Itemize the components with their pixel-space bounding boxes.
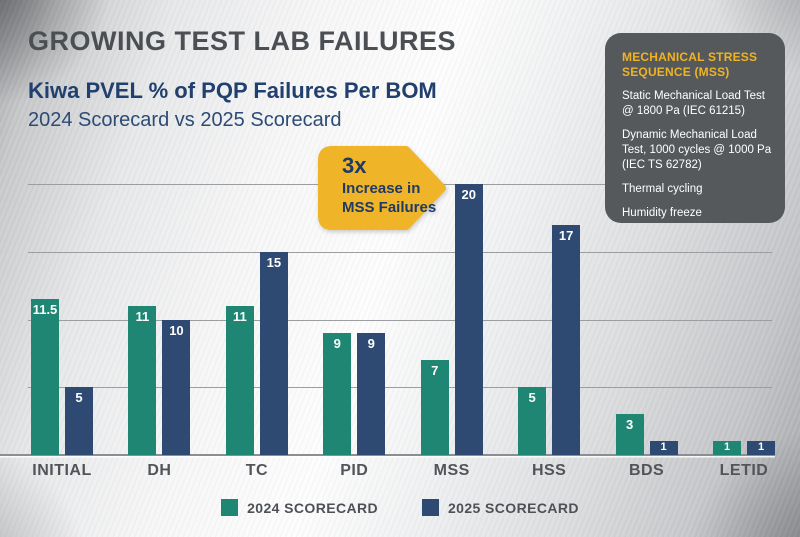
legend-label-2025: 2025 SCORECARD [448, 499, 579, 516]
bar-value-label: 11 [135, 308, 150, 324]
bar-value-label: 1 [723, 441, 731, 454]
bar-2024-bds: 3 [615, 414, 644, 455]
x-axis-label-pid: PID [340, 462, 369, 479]
page-title: GROWING TEST LAB FAILURES [28, 26, 456, 56]
bar-value-label: 7 [431, 363, 439, 379]
bar-value-label: 1 [757, 441, 765, 454]
bar-2025-pid: 9 [357, 333, 386, 455]
bar-2024-dh: 11 [128, 305, 157, 455]
x-axis-label-initial: INITIAL [32, 462, 92, 479]
gridline-10 [28, 319, 772, 321]
bar-2024-hss: 5 [518, 387, 547, 455]
bar-2025-mss: 20 [454, 184, 483, 455]
mss-info-item-dynamic-load: Dynamic Mechanical Load Test, 1000 cycle… [622, 129, 772, 171]
bar-2024-mss: 7 [420, 360, 449, 455]
bar-value-label: 1 [660, 441, 667, 454]
bar-value-label: 20 [461, 187, 476, 202]
x-axis-label-letid: LETID [719, 462, 769, 479]
bar-value-label: 5 [75, 390, 83, 406]
chart-legend: 2024 SCORECARD 2025 SCORECARD [0, 499, 800, 516]
bar-2025-hss: 17 [552, 224, 581, 455]
mss-info-box: MECHANICAL STRESS SEQUENCE (MSS) Static … [605, 33, 785, 223]
callout-text: 3x Increase in MSS Failures [342, 153, 436, 217]
callout-headline: 3x [342, 153, 367, 178]
legend-label-2024: 2024 SCORECARD [247, 499, 378, 516]
bar-value-label: 9 [333, 336, 341, 352]
mss-info-item-humidity-freeze: Humidity freeze [622, 207, 702, 219]
mss-info-item-static-load: Static Mechanical Load Test @ 1800 Pa (I… [622, 90, 765, 117]
gridline-5 [28, 387, 772, 389]
bar-2024-letid: 1 [713, 441, 741, 455]
legend-item-2024: 2024 SCORECARD [221, 499, 378, 516]
bar-value-label: 10 [169, 322, 184, 338]
chart-title: Kiwa PVEL % of PQP Failures Per BOM [28, 78, 437, 103]
header: GROWING TEST LAB FAILURES Kiwa PVEL % of… [28, 26, 456, 132]
legend-swatch-2024 [221, 499, 239, 516]
bar-2024-tc: 11 [225, 305, 254, 455]
legend-swatch-2025 [422, 499, 439, 516]
mss-info-heading: MECHANICAL STRESS SEQUENCE (MSS) [622, 50, 758, 79]
bar-value-label: 3 [625, 417, 634, 433]
bar-value-label: 17 [558, 227, 574, 243]
mss-info-item-thermal-cycling: Thermal cycling [622, 183, 703, 195]
callout-3x-increase: 3x Increase in MSS Failures [318, 146, 446, 230]
x-axis-label-hss: HSS [531, 462, 567, 479]
bar-value-label: 11.5 [32, 302, 58, 318]
chart-subtitle: 2024 Scorecard vs 2025 Scorecard [28, 109, 342, 131]
bar-2025-tc: 15 [259, 251, 288, 455]
gridline-15 [28, 251, 772, 253]
callout-line-2: MSS Failures [342, 199, 437, 216]
bar-2024-pid: 9 [323, 333, 352, 455]
bar-value-label: 11 [232, 308, 247, 324]
legend-item-2025: 2025 SCORECARD [422, 499, 579, 516]
bar-2024-initial: 11.5 [31, 299, 59, 455]
x-axis-label-tc: TC [245, 462, 269, 479]
x-axis-line [0, 453, 775, 456]
bar-2025-bds: 1 [649, 441, 678, 455]
bar-2025-letid: 1 [747, 441, 775, 455]
x-axis-label-bds: BDS [628, 462, 665, 479]
x-axis-label-mss: MSS [433, 462, 470, 479]
x-axis-label-dh: DH [147, 462, 172, 479]
callout-line-1: Increase in [342, 180, 421, 197]
bar-2025-initial: 5 [65, 387, 93, 455]
bar-2025-dh: 10 [162, 319, 191, 455]
bar-value-label: 15 [266, 254, 282, 270]
bar-value-label: 5 [528, 390, 536, 406]
bar-value-label: 9 [367, 336, 375, 352]
callout-arrow-icon [318, 146, 446, 230]
